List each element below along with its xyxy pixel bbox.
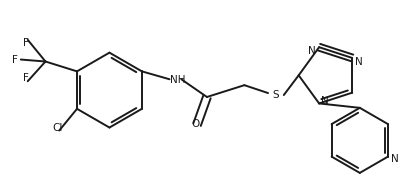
Text: NH: NH [171,75,186,85]
Text: N: N [321,96,329,106]
Text: F: F [23,38,29,48]
Text: F: F [23,73,29,83]
Text: Cl: Cl [52,124,63,134]
Text: N: N [391,154,399,164]
Text: F: F [12,55,18,64]
Text: N: N [309,46,316,56]
Text: S: S [273,90,279,100]
Text: N: N [355,57,363,67]
Text: O: O [191,119,199,129]
